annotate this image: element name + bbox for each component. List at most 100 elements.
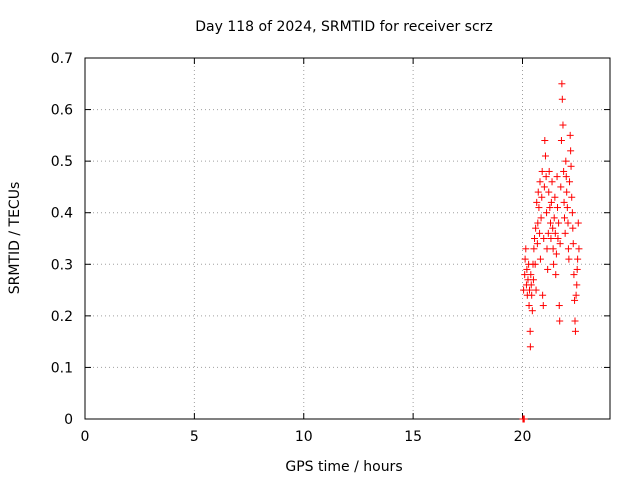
data-point: [543, 245, 551, 253]
data-point: [552, 271, 560, 279]
x-tick-label: 5: [190, 429, 199, 445]
data-point: [561, 229, 569, 237]
data-point: [567, 147, 575, 155]
y-tick-label: 0.5: [51, 154, 73, 170]
data-point: [555, 302, 563, 310]
data-point: [523, 265, 531, 273]
data-point: [526, 327, 534, 335]
data-point: [558, 80, 566, 88]
data-point: [541, 152, 549, 160]
y-tick-label: 0.7: [51, 51, 73, 67]
data-point: [538, 193, 546, 201]
data-point: [571, 327, 579, 335]
data-point: [558, 95, 566, 103]
data-point: [569, 224, 577, 232]
data-point: [529, 276, 537, 284]
data-point: [553, 173, 561, 181]
data-point: [526, 343, 534, 351]
data-point: [554, 235, 562, 242]
data-point: [562, 157, 570, 165]
data-point: [554, 204, 561, 212]
data-point: [550, 260, 558, 268]
data-point: [535, 204, 543, 212]
data-point: [559, 121, 567, 129]
data-point: [520, 415, 528, 423]
data-point: [534, 188, 542, 196]
data-point: [545, 167, 553, 175]
data-point: [547, 235, 555, 242]
data-point: [527, 271, 535, 279]
x-tick-label: 15: [404, 429, 422, 445]
data-point: [568, 209, 576, 217]
data-point: [557, 183, 565, 191]
data-point: [552, 250, 560, 258]
data-point: [548, 178, 556, 186]
data-point: [575, 245, 583, 253]
x-axis-label: GPS time / hours: [285, 459, 402, 475]
data-point: [527, 281, 535, 289]
data-point: [546, 204, 554, 212]
x-tick-label: 20: [514, 429, 532, 445]
data-point: [537, 214, 545, 222]
x-tick-label: 0: [81, 429, 90, 445]
data-point: [534, 219, 542, 227]
data-point: [531, 235, 539, 242]
chart-title: Day 118 of 2024, SRMTID for receiver scr…: [195, 19, 493, 35]
data-point: [573, 281, 581, 289]
data-point: [567, 162, 575, 170]
data-point: [566, 178, 574, 186]
data-point: [536, 229, 544, 237]
data-point: [536, 255, 544, 263]
data-point: [566, 131, 574, 139]
data-point: [533, 198, 541, 206]
data-point: [532, 224, 540, 232]
data-point: [568, 193, 576, 201]
data-point: [571, 296, 579, 304]
data-point: [521, 255, 529, 263]
x-tick-label: 10: [295, 429, 313, 445]
data-point: [521, 271, 529, 279]
data-point: [525, 302, 533, 310]
data-point: [540, 183, 548, 191]
y-tick-label: 0.1: [51, 360, 73, 376]
data-point: [536, 178, 544, 186]
plot-frame: [84, 57, 611, 420]
data-point: [530, 245, 538, 253]
data-point: [556, 317, 564, 325]
data-point: [549, 224, 557, 232]
data-point: [544, 229, 552, 237]
data-point: [563, 188, 571, 196]
data-point: [545, 188, 553, 196]
data-point: [569, 240, 577, 248]
axis-ticks: 0 0.1 0.2 0.3 0.4 0.5 0.6 0.7 0 5 10 15 20: [51, 51, 610, 445]
data-point: [564, 245, 572, 253]
data-point: [564, 219, 572, 227]
data-point: [541, 137, 549, 145]
data-point: [555, 219, 563, 227]
y-tick-label: 0: [64, 412, 73, 428]
data-points: [519, 80, 583, 423]
data-point: [573, 265, 581, 273]
data-point: [570, 271, 578, 279]
data-point: [551, 229, 559, 237]
data-point: [550, 214, 558, 222]
data-point: [551, 193, 559, 201]
data-point: [549, 245, 557, 253]
data-point: [557, 137, 565, 145]
data-point: [565, 255, 573, 263]
data-point: [526, 286, 533, 294]
data-point: [544, 265, 552, 273]
data-point: [532, 286, 540, 294]
data-point: [561, 214, 568, 222]
data-point: [540, 235, 548, 242]
y-tick-label: 0.4: [51, 206, 73, 222]
data-point: [520, 286, 528, 294]
data-point: [547, 219, 554, 227]
data-point: [574, 219, 582, 227]
grid: [85, 58, 610, 419]
y-tick-label: 0.6: [51, 103, 73, 119]
data-point: [531, 260, 539, 268]
data-point: [528, 307, 536, 315]
data-point: [528, 291, 536, 299]
